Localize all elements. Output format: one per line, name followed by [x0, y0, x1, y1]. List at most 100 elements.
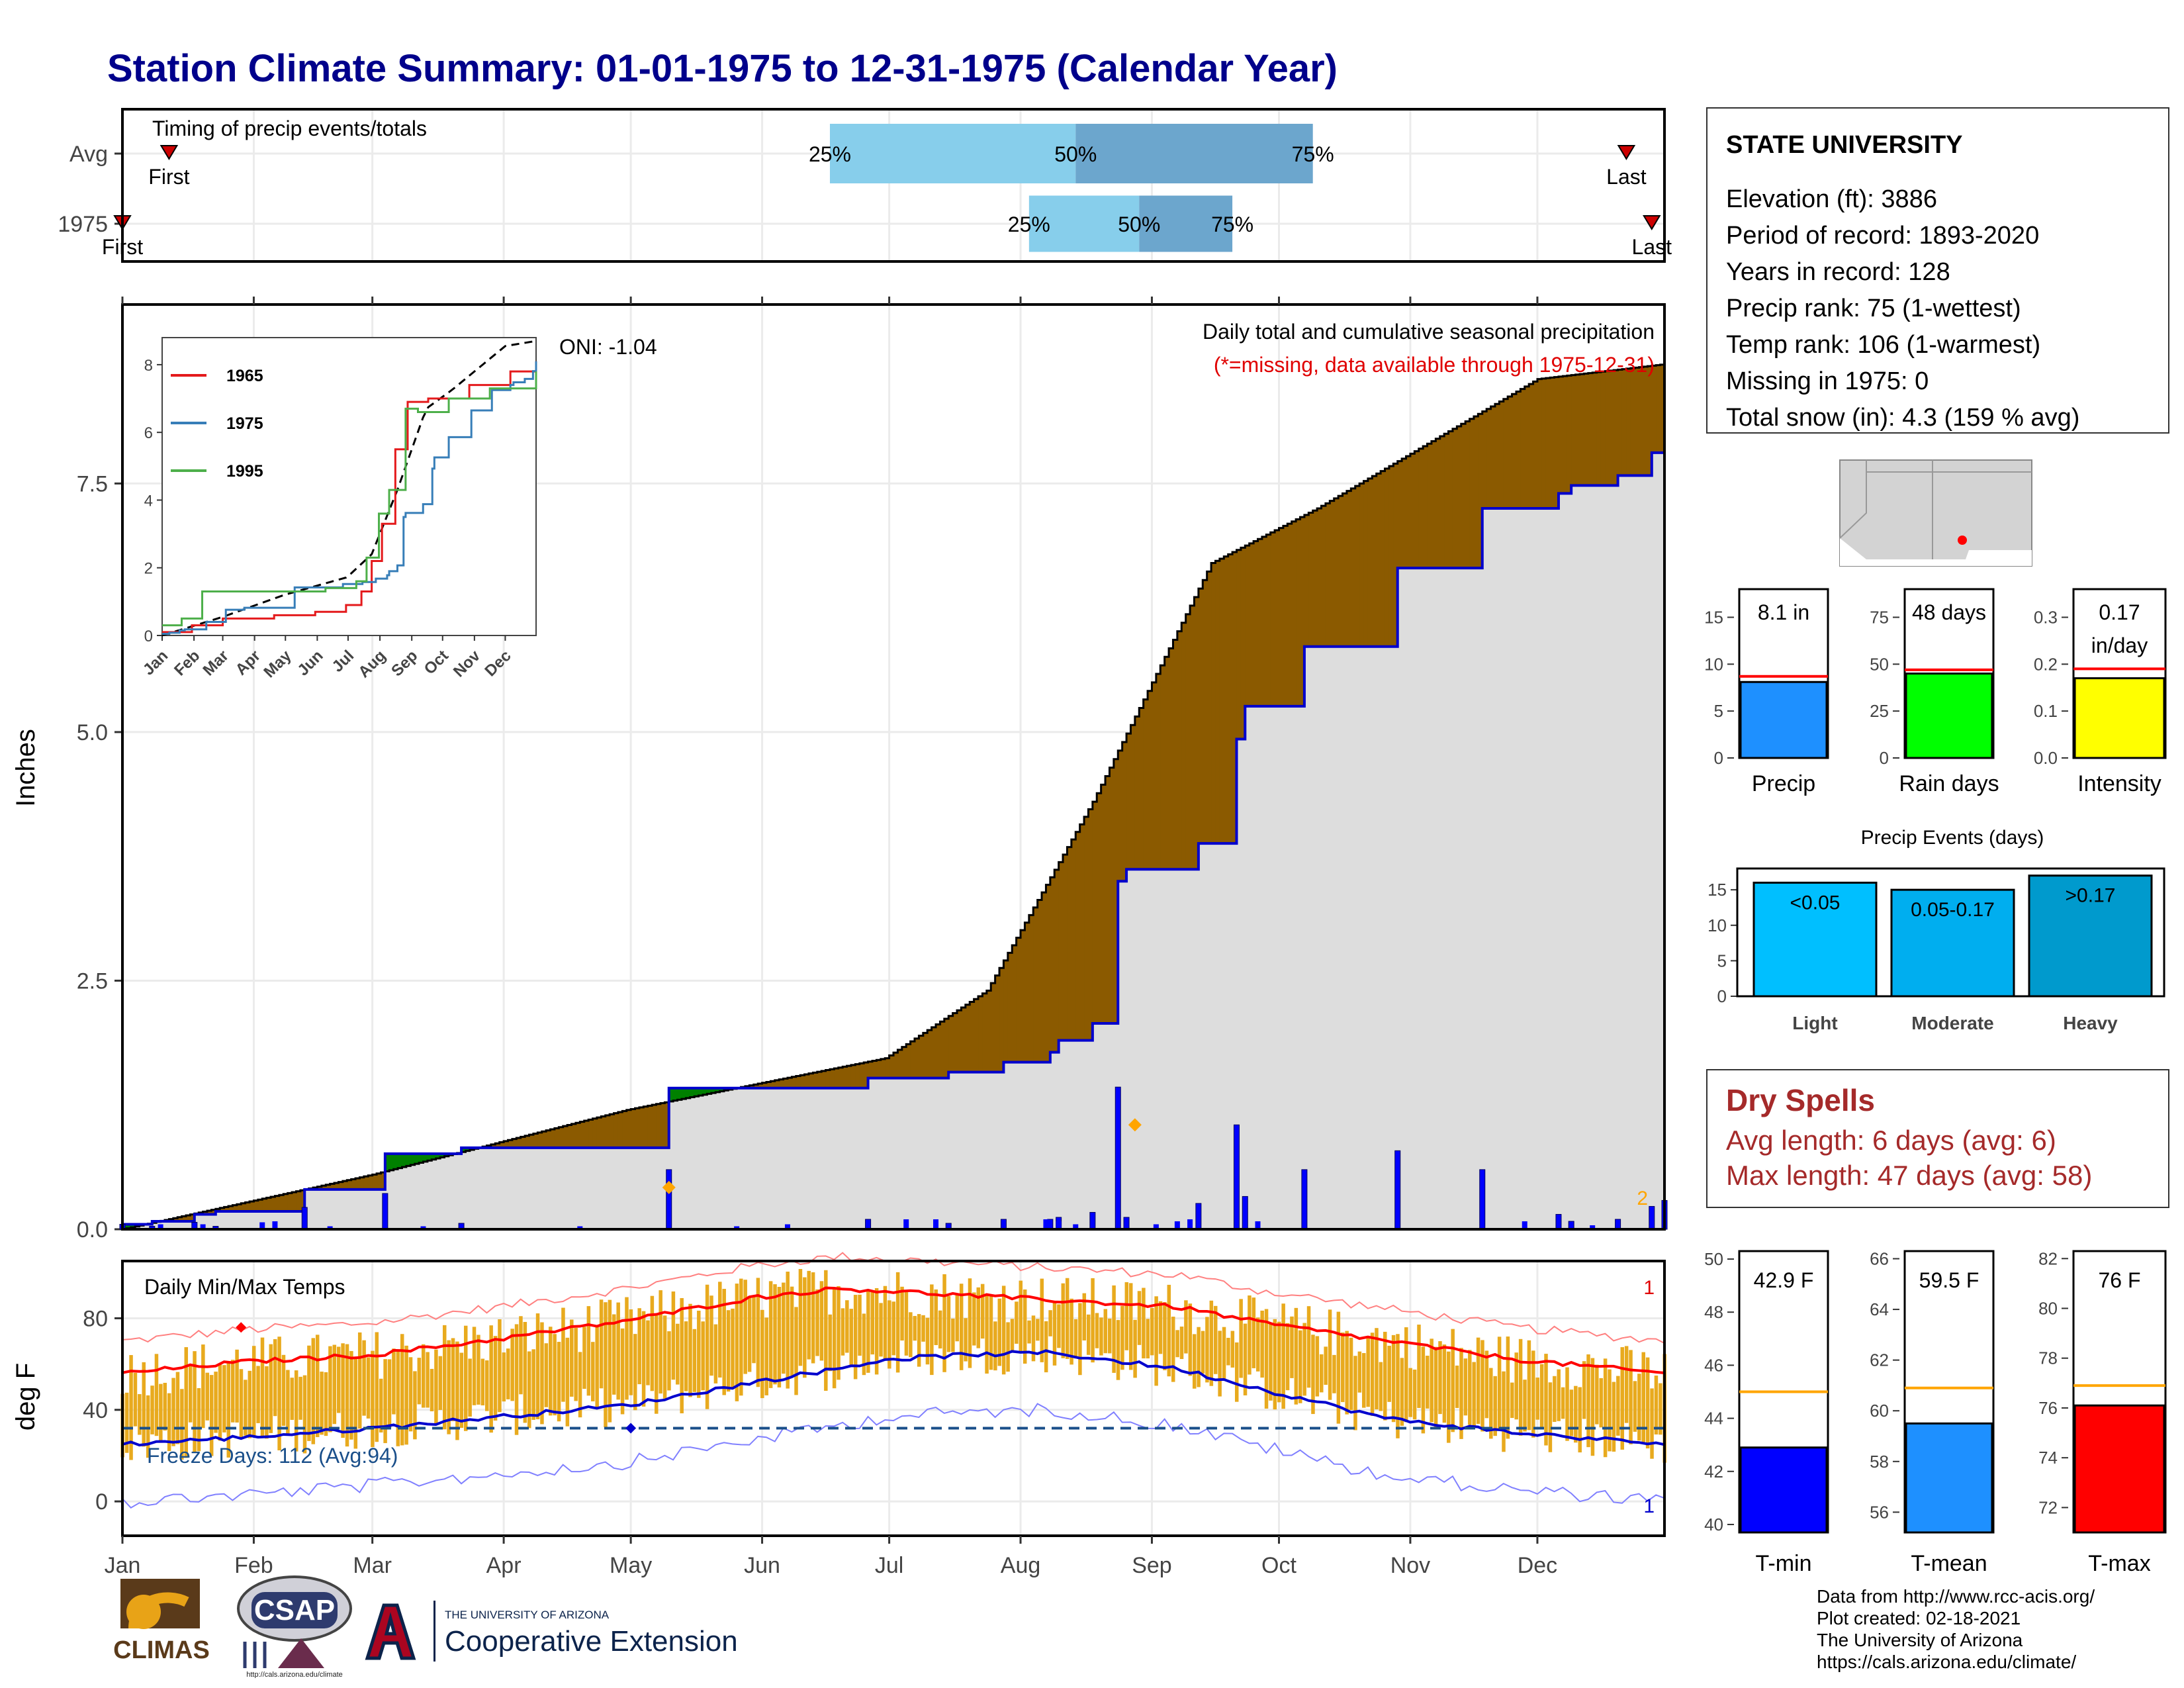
precip-deficit-area	[647, 1105, 653, 1148]
precip-deficit-area	[1571, 375, 1576, 486]
temp-daily-bar	[655, 1314, 659, 1414]
precip-surplus-area	[681, 1088, 686, 1100]
temp-daily-bar	[1408, 1368, 1412, 1417]
precip-surplus-area	[719, 1088, 725, 1092]
precip-deficit-area	[1058, 862, 1064, 1041]
precip-daily-bar	[903, 1219, 909, 1229]
temp-daily-bar	[620, 1328, 625, 1415]
precip-summary-tick-label: 0	[1714, 748, 1723, 768]
timing-last-label: Last	[1632, 235, 1672, 259]
temp-daily-bar	[1120, 1305, 1124, 1370]
temp-daily-bar	[480, 1358, 485, 1406]
precip-deficit-area	[610, 1114, 615, 1148]
precip-deficit-area	[652, 1105, 657, 1148]
temp-daily-bar	[531, 1349, 535, 1420]
precip-deficit-area	[1423, 446, 1428, 569]
temp-daily-bar	[993, 1321, 997, 1371]
tmax-summary-label: T-max	[2088, 1551, 2150, 1576]
precip-daily-bar	[200, 1224, 206, 1229]
precip-deficit-area	[1558, 376, 1563, 494]
temp-daily-bar	[1497, 1336, 1502, 1431]
precip-deficit-area	[177, 1217, 183, 1221]
precip-deficit-area	[664, 1102, 670, 1148]
precip-daily-bar	[1000, 1219, 1007, 1230]
precip-daily-bar	[1195, 1203, 1202, 1230]
precip-daily-bar	[1073, 1224, 1079, 1229]
tmean-summary-tick-label: 62	[1870, 1350, 1889, 1370]
timing-first-marker	[159, 145, 179, 160]
precip-daily-bar	[577, 1226, 583, 1229]
precip-ytick-label: 5.0	[77, 720, 108, 745]
temp-daily-bar	[1493, 1376, 1497, 1436]
precip-deficit-area	[872, 1060, 877, 1078]
precip-deficit-area	[1075, 831, 1081, 1041]
temp-daily-bar	[1154, 1296, 1158, 1386]
precip-deficit-area	[372, 1174, 377, 1190]
precip-deficit-area	[766, 1082, 771, 1088]
precip-deficit-area	[321, 1186, 326, 1190]
temp-daily-bar	[934, 1289, 938, 1346]
temp-count-top: 1	[1643, 1277, 1655, 1299]
inset-panel	[161, 337, 537, 636]
precip-deficit-area	[1257, 539, 1263, 706]
precip-deficit-area	[617, 1111, 623, 1148]
temp-daily-bar	[1057, 1304, 1061, 1348]
precip-deficit-area	[1067, 847, 1072, 1041]
precip-deficit-area	[601, 1116, 606, 1148]
csap-logo-text: CSAP	[254, 1594, 335, 1626]
intensity-summary-value-label: 0.17	[2099, 600, 2140, 624]
temp-daily-bar	[1306, 1306, 1311, 1388]
map-state-line	[1839, 460, 1867, 539]
precip-deficit-area	[901, 1047, 907, 1078]
temp-daily-bar	[1535, 1378, 1539, 1420]
precip-deficit-area	[787, 1078, 792, 1088]
precip-deficit-area	[1283, 526, 1288, 706]
temp-daily-bar	[1163, 1302, 1167, 1370]
intensity-summary-label: Intensity	[2077, 771, 2161, 796]
temp-daily-bar	[1383, 1331, 1387, 1421]
temp-daily-bar	[230, 1360, 235, 1423]
precip-deficit-area	[525, 1135, 530, 1148]
temp-daily-bar	[692, 1329, 697, 1392]
temp-daily-bar	[1557, 1369, 1561, 1421]
precip-deficit-area	[1279, 528, 1284, 706]
precip-deficit-area	[355, 1178, 361, 1190]
precip-deficit-area	[1134, 716, 1140, 870]
map-border-region	[1840, 538, 2032, 566]
inset-ytick-label: 4	[144, 492, 153, 510]
timing-bar-25-50	[829, 124, 1076, 183]
precip-subtitle: Daily total and cumulative seasonal prec…	[1203, 320, 1655, 344]
precip-daily-bar	[1089, 1211, 1096, 1230]
timing-panel-border	[121, 108, 1666, 263]
inset-ytick-label: 6	[144, 424, 153, 442]
precip-deficit-area	[1028, 915, 1034, 1062]
temp-daily-bar	[1544, 1354, 1548, 1446]
precip-deficit-area	[762, 1082, 767, 1088]
temp-daily-bar	[1112, 1285, 1116, 1373]
precip-daily-bar	[933, 1219, 939, 1229]
temp-daily-bar	[1073, 1319, 1078, 1359]
tmean-summary-tick-label: 64	[1870, 1299, 1889, 1319]
precip-surplus-area	[393, 1153, 398, 1170]
temp-daily-bar	[662, 1315, 667, 1399]
temp-daily-bar	[1468, 1350, 1472, 1425]
precip-deficit-area	[792, 1076, 797, 1088]
precip-daily-bar	[734, 1226, 740, 1229]
timing-last-label: Last	[1606, 165, 1647, 189]
precip-deficit-area	[338, 1182, 343, 1190]
tmean-summary-value-label: 59.5 F	[1919, 1268, 1979, 1292]
temp-daily-bar	[574, 1328, 578, 1401]
temp-daily-bar	[175, 1372, 180, 1444]
precip-deficit-area	[1563, 376, 1568, 494]
precip-deficit-area	[978, 996, 983, 1072]
temp-daily-bar	[1069, 1298, 1073, 1365]
intensity-summary-tick-label: 0.0	[2034, 748, 2058, 768]
precip-deficit-area	[207, 1210, 212, 1215]
precip-daily-bar	[1115, 1086, 1121, 1230]
temp-daily-bar	[281, 1354, 286, 1426]
temp-daily-bar	[1421, 1346, 1426, 1434]
temp-daily-bar	[1426, 1355, 1430, 1409]
temp-daily-bar	[786, 1272, 790, 1389]
precip-deficit-area	[1169, 648, 1174, 870]
precip-deficit-area	[999, 968, 1005, 1072]
